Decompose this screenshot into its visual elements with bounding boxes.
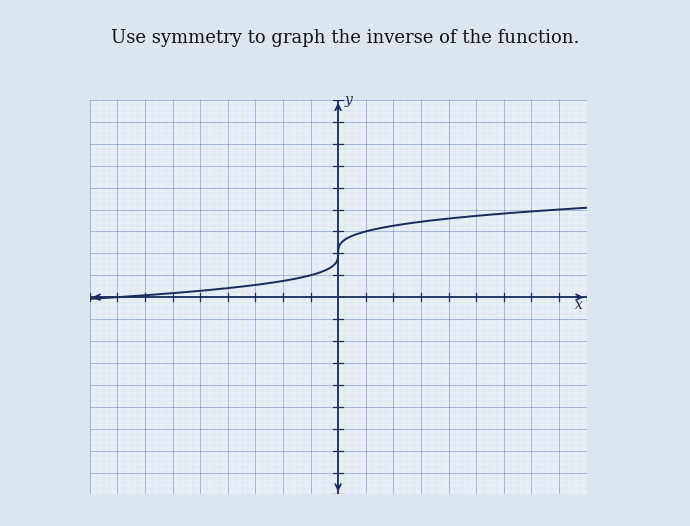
Text: Use symmetry to graph the inverse of the function.: Use symmetry to graph the inverse of the…	[111, 29, 579, 47]
Text: y: y	[345, 93, 353, 107]
Text: x: x	[575, 298, 582, 312]
